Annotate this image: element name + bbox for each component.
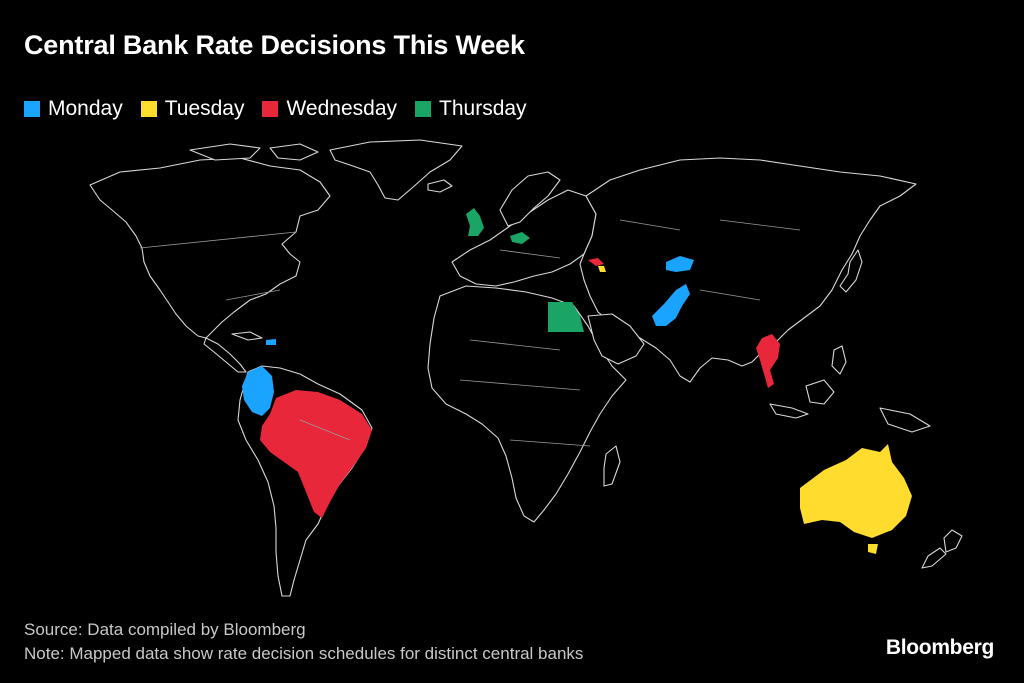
brazil-wednesday [260,390,372,518]
tasmania-tuesday [868,544,878,554]
new-guinea [879,407,931,433]
egypt-thursday [548,302,584,332]
armenia-tuesday [598,266,606,272]
arabia [587,313,645,365]
cuba [231,331,263,341]
legend-label-tuesday: Tuesday [164,97,245,120]
scandinavia [499,171,561,227]
kazakhstan-monday [666,256,694,272]
indonesia [769,403,809,419]
legend-item-wednesday: Wednesday [262,97,397,121]
world-map [89,139,963,597]
legend-label-monday: Monday [48,97,123,120]
australia-tuesday [800,444,912,538]
legend-label-wednesday: Wednesday [286,97,398,120]
north-america [89,157,331,339]
arctic-islands-2 [269,143,319,161]
greenland [329,139,463,201]
legend-swatch-wednesday [262,101,279,117]
data-note: Note: Mapped data show rate decision sch… [24,644,584,663]
legend-swatch-monday [24,101,40,117]
country-borders [139,219,801,447]
georgia-wednesday [588,258,604,266]
philippines [831,345,847,375]
legend-item-monday: Monday [24,97,123,121]
madagascar [603,445,621,487]
legend-label-thursday: Thursday [439,97,527,120]
new-zealand [943,529,963,553]
borneo [805,379,835,405]
bloomberg-logo: Bloomberg [885,636,994,659]
legend: Monday Tuesday Wednesday Thursday [24,97,527,121]
czech-republic-thursday [510,232,530,244]
map-title: Central Bank Rate Decisions This Week [24,30,525,60]
legend-swatch-tuesday [140,101,157,117]
legend-item-thursday: Thursday [415,97,527,121]
pakistan-monday [652,284,690,326]
legend-swatch-thursday [415,101,432,117]
legend-item-tuesday: Tuesday [140,97,245,121]
iceland [427,179,453,193]
united-kingdom-thursday [466,208,484,236]
dominican-republic-monday [266,339,276,345]
japan [839,249,863,293]
footer: Source: Data compiled by Bloomberg Note:… [24,618,583,666]
colombia-monday [242,366,274,416]
new-zealand-south [921,547,947,569]
thailand-wednesday [756,334,780,388]
source-note: Source: Data compiled by Bloomberg [24,620,306,639]
central-america [203,337,247,373]
arctic-islands [189,143,261,161]
